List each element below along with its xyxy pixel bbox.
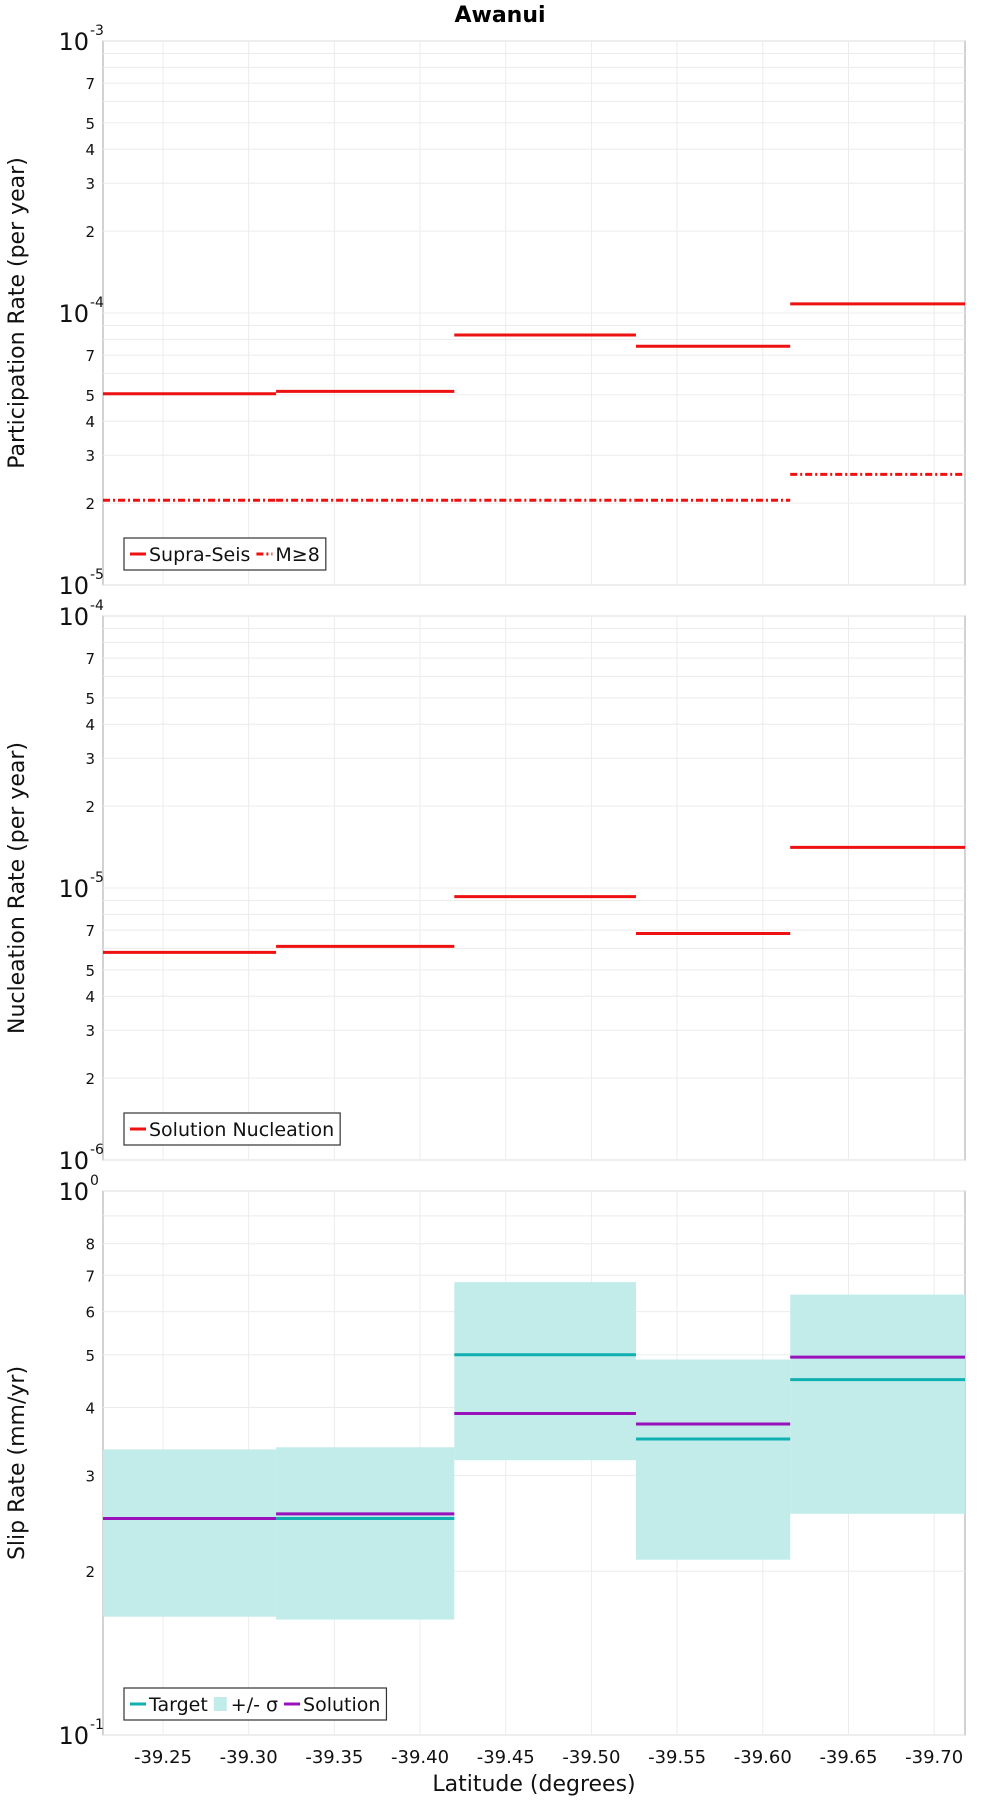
y-axis-label: Nucleation Rate (per year)	[5, 742, 30, 1034]
x-tick-label: -39.70	[905, 1747, 963, 1768]
series-2	[103, 472, 965, 502]
series-1	[103, 845, 965, 954]
sigma-band	[103, 1282, 965, 1620]
y-tick-label: 10	[58, 300, 89, 328]
y-tick-label: 2	[85, 1070, 95, 1088]
y-tick-label: 4	[85, 988, 95, 1006]
sigma-bin	[454, 1282, 636, 1461]
legend-label: Target	[148, 1694, 208, 1716]
legend-label: M≥8	[275, 544, 319, 566]
y-tick-label: 7	[85, 75, 95, 93]
legend: Supra-Seis M≥8	[123, 537, 327, 571]
y-tick-label: 10	[58, 1722, 89, 1750]
y-tick-label: 7	[85, 650, 95, 668]
y-tick-label: 8	[85, 1236, 95, 1254]
series-1	[103, 302, 965, 396]
y-tick-label: 7	[85, 1267, 95, 1285]
legend-box	[123, 1112, 341, 1146]
y-tick-label: 2	[85, 495, 95, 513]
y-tick-label: 7	[85, 922, 95, 940]
legend: Solution Nucleation	[123, 1112, 341, 1146]
y-tick-label: 5	[85, 962, 95, 980]
x-tick-label: -39.60	[734, 1747, 792, 1768]
y-tick-exponent: 0	[90, 1173, 99, 1189]
y-tick-label: 5	[85, 115, 95, 133]
y-tick-exponent: -6	[90, 1142, 104, 1158]
y-tick-label: 7	[85, 347, 95, 365]
y-tick-label: 5	[85, 387, 95, 405]
y-axis-label: Slip Rate (mm/yr)	[5, 1366, 30, 1560]
legend-label: +/- σ	[231, 1694, 278, 1716]
y-tick-label: 5	[85, 690, 95, 708]
x-tick-label: -39.45	[477, 1747, 535, 1768]
y-tick-label: 4	[85, 141, 95, 159]
sigma-bin	[790, 1294, 965, 1514]
sigma-bin	[103, 1449, 277, 1617]
x-tick-label: -39.25	[134, 1747, 192, 1768]
y-tick-label: 3	[85, 175, 95, 193]
y-tick-label: 3	[85, 1022, 95, 1040]
x-tick-label: -39.65	[819, 1747, 877, 1768]
legend-label: Solution Nucleation	[149, 1119, 334, 1141]
y-tick-label: 2	[85, 223, 95, 241]
x-tick-label: -39.55	[648, 1747, 706, 1768]
y-tick-label: 10	[58, 875, 89, 903]
y-tick-label: 5	[85, 1347, 95, 1365]
chart-title: Awanui	[454, 3, 545, 28]
y-tick-label: 3	[85, 1467, 95, 1485]
x-axis-label: Latitude (degrees)	[432, 1772, 635, 1797]
y-tick-exponent: -1	[90, 1717, 104, 1733]
y-tick-exponent: -4	[90, 598, 104, 614]
y-tick-label: 2	[85, 798, 95, 816]
solution-series	[103, 1355, 965, 1521]
y-tick-label: 4	[85, 413, 95, 431]
sigma-bin	[635, 1359, 791, 1560]
legend-swatch	[213, 1697, 227, 1711]
y-tick-exponent: -3	[90, 23, 104, 39]
y-tick-label: 4	[85, 1399, 95, 1417]
legend-box	[123, 537, 327, 571]
y-tick-label: 3	[85, 447, 95, 465]
y-tick-label: 3	[85, 750, 95, 768]
y-tick-label: 10	[58, 1147, 89, 1175]
y-tick-label: 10	[58, 572, 89, 600]
legend: Target +/- σ Solution	[123, 1687, 388, 1721]
y-tick-label: 2	[85, 1563, 95, 1581]
x-tick-label: -39.40	[391, 1747, 449, 1768]
y-tick-exponent: -4	[90, 295, 104, 311]
y-tick-label: 4	[85, 716, 95, 734]
y-tick-label: 10	[58, 1178, 89, 1206]
y-axis-label: Participation Rate (per year)	[5, 157, 30, 469]
y-tick-exponent: -5	[90, 870, 104, 886]
y-tick-label: 6	[85, 1304, 95, 1322]
x-tick-label: -39.35	[305, 1747, 363, 1768]
legend-label: Supra-Seis	[149, 544, 250, 566]
x-tick-label: -39.50	[562, 1747, 620, 1768]
y-tick-label: 10	[58, 603, 89, 631]
y-tick-label: 10	[58, 28, 89, 56]
x-tick-label: -39.30	[220, 1747, 278, 1768]
y-tick-exponent: -5	[90, 567, 104, 583]
legend-box	[123, 1687, 388, 1721]
sigma-bin	[276, 1447, 455, 1620]
legend-label: Solution	[303, 1694, 380, 1716]
